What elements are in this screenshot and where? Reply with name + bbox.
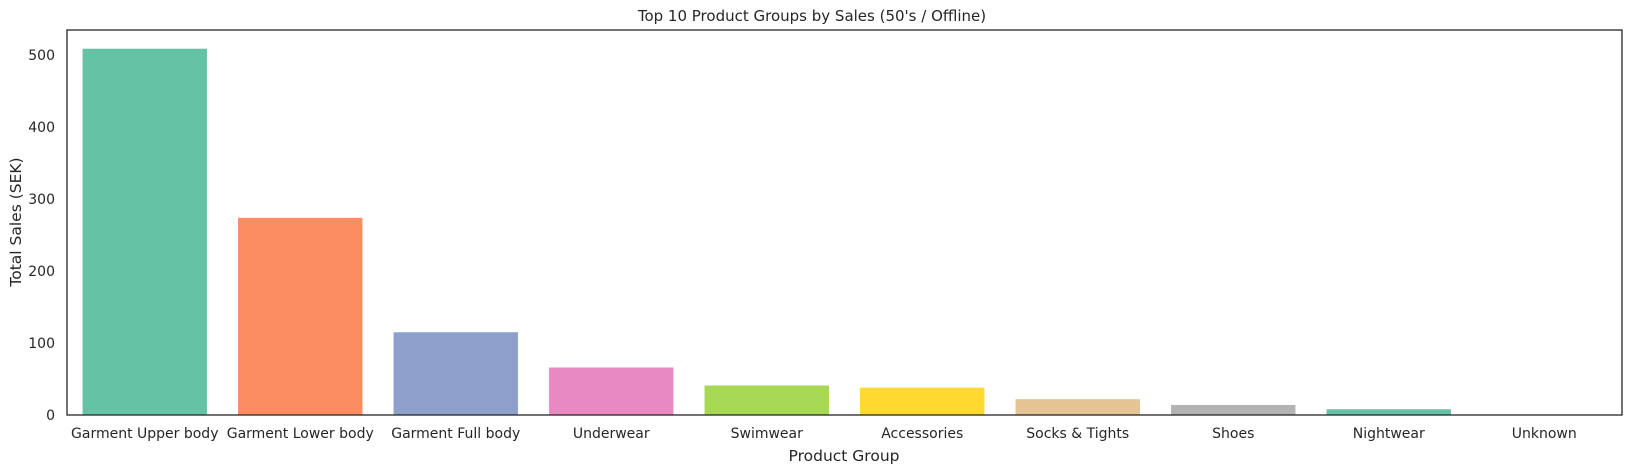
y-tick-label: 400 [28,120,55,136]
y-tick-label: 100 [28,336,55,352]
y-axis-title: Total Sales (SEK) [7,157,25,287]
x-tick-label: Socks & Tights [1026,426,1129,442]
y-tick-label: 300 [28,192,55,208]
x-tick-label: Shoes [1212,426,1254,442]
bar-underwear [549,367,674,415]
x-tick-label: Accessories [881,426,963,442]
chart-title: Top 10 Product Groups by Sales (50's / O… [637,7,986,25]
x-tick-label: Underwear [573,426,650,442]
bars-group [82,48,1607,416]
x-tick-label: Garment Lower body [227,426,374,442]
bar-shoes [1171,404,1296,415]
bar-nightwear [1326,409,1451,415]
bar-swimwear [704,385,829,415]
x-tick-label: Garment Upper body [71,426,218,442]
bar-garment-upper-body [82,48,207,416]
y-tick-label: 200 [28,264,55,280]
x-tick-label: Swimwear [731,426,804,442]
x-axis-ticks: Garment Upper body Garment Lower body Garm… [71,426,1577,442]
x-tick-label: Garment Full body [391,426,520,442]
y-tick-label: 0 [46,408,55,424]
bar-accessories [860,387,985,415]
x-axis-title: Product Group [789,447,900,465]
bar-garment-full-body [393,332,518,415]
bar-garment-lower-body [238,217,363,415]
x-tick-label: Unknown [1512,426,1577,442]
plot-frame [66,29,1623,416]
bar-socks-tights [1015,399,1140,415]
y-axis-ticks: 0 100 200 300 400 500 [28,48,55,424]
x-tick-label: Nightwear [1353,426,1425,442]
y-tick-label: 500 [28,48,55,64]
